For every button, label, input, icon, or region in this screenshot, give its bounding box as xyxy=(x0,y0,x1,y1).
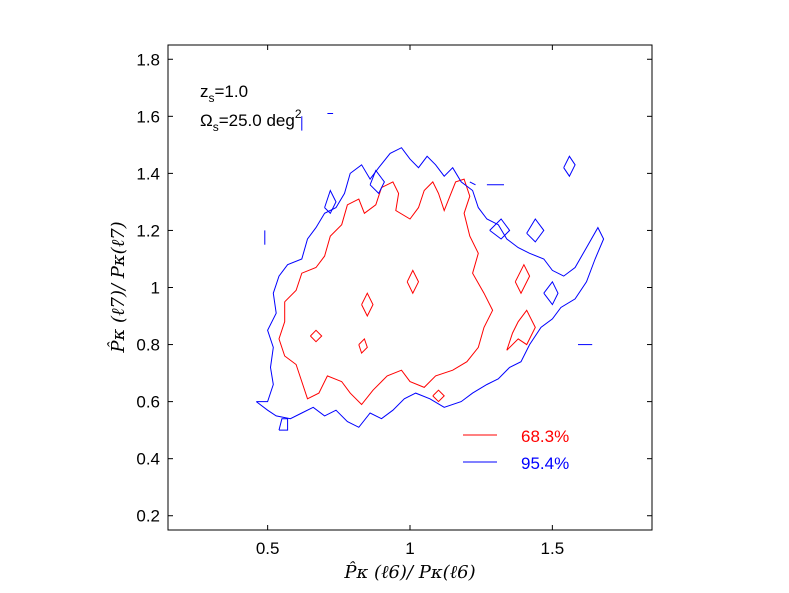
contour-954-3 xyxy=(369,169,385,195)
y-axis-title: P̂κ (ℓ7)/ Pκ(ℓ7) xyxy=(107,221,129,353)
contour-683-0 xyxy=(278,178,494,406)
y-tick-label: 1.2 xyxy=(136,221,160,240)
y-tick-label: 0.6 xyxy=(136,393,160,412)
legend: 68.3% 95.4% xyxy=(463,427,569,473)
contour-683-7 xyxy=(514,263,531,295)
contour-683-3 xyxy=(310,329,323,343)
contour-954-8 xyxy=(469,181,476,186)
y-tick-label: 1 xyxy=(151,279,160,298)
contour-954-6 xyxy=(543,280,559,306)
redshift-annotation: zs=1.0 xyxy=(200,82,248,105)
area-annotation: Ωs=25.0 deg2 xyxy=(200,107,302,134)
contour-683-5 xyxy=(432,389,445,403)
x-tick-label: 0.5 xyxy=(256,539,280,558)
contour-954-2 xyxy=(324,189,337,215)
y-tick-label: 0.4 xyxy=(136,450,160,469)
contour-954-4 xyxy=(526,218,545,243)
contour-683-4 xyxy=(358,337,368,355)
contour-group xyxy=(255,113,605,431)
y-tick-label: 0.2 xyxy=(136,507,160,526)
contour-954-0 xyxy=(255,147,605,428)
contour-683-2 xyxy=(406,269,420,295)
y-tick-label: 1.4 xyxy=(136,164,160,183)
y-tick-label: 0.8 xyxy=(136,336,160,355)
axis-ticks: 0.5 1 1.5 0.2 0.4 0.6 0.8 1 1.2 1.4 1.6 1.8 xyxy=(136,45,652,558)
contour-683-6 xyxy=(506,309,536,351)
legend-label-95: 95.4% xyxy=(521,454,569,473)
contour-683-1 xyxy=(361,292,374,318)
x-tick-label: 1 xyxy=(405,539,414,558)
contour-954-7 xyxy=(563,155,576,178)
contour-954-5 xyxy=(489,218,511,240)
legend-label-68: 68.3% xyxy=(521,427,569,446)
contour-954-1 xyxy=(278,418,289,431)
y-tick-label: 1.6 xyxy=(136,107,160,126)
x-tick-label: 1.5 xyxy=(541,539,565,558)
x-axis-title: P̂κ (ℓ6)/ Pκ(ℓ6) xyxy=(343,561,475,583)
y-tick-label: 1.8 xyxy=(136,50,160,69)
